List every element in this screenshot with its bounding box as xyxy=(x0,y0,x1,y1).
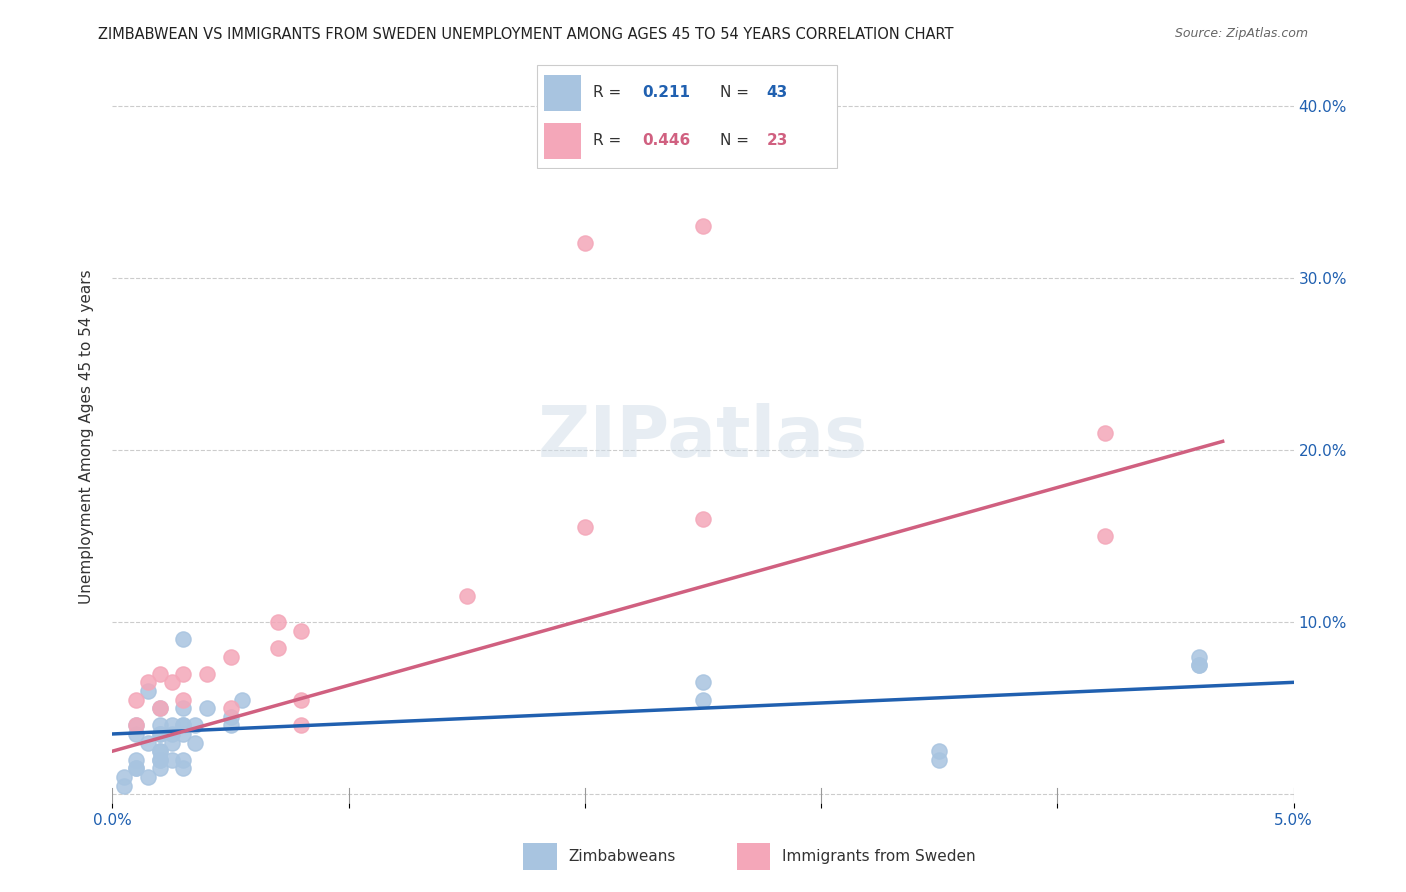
Point xyxy=(136,770,159,784)
Bar xyxy=(737,843,770,870)
Point xyxy=(125,761,148,775)
Point xyxy=(1188,649,1211,664)
Point xyxy=(112,779,135,793)
Point xyxy=(125,753,148,767)
Text: R =: R = xyxy=(593,133,626,148)
Point xyxy=(149,718,172,732)
Point xyxy=(692,512,714,526)
Bar xyxy=(544,75,581,111)
Point xyxy=(136,675,159,690)
Point xyxy=(290,624,312,638)
Point xyxy=(172,692,194,706)
Point xyxy=(1094,425,1116,440)
Point xyxy=(125,718,148,732)
Point xyxy=(195,701,218,715)
Text: 0.211: 0.211 xyxy=(643,85,690,100)
Point xyxy=(267,640,290,655)
Point xyxy=(267,615,290,629)
Point xyxy=(160,735,183,749)
Point xyxy=(160,718,183,732)
Point xyxy=(149,744,172,758)
Text: N =: N = xyxy=(720,133,754,148)
Point xyxy=(219,710,242,724)
Text: ZIMBABWEAN VS IMMIGRANTS FROM SWEDEN UNEMPLOYMENT AMONG AGES 45 TO 54 YEARS CORR: ZIMBABWEAN VS IMMIGRANTS FROM SWEDEN UNE… xyxy=(98,27,953,42)
Point xyxy=(125,692,148,706)
Text: 0.446: 0.446 xyxy=(643,133,690,148)
Point xyxy=(184,735,207,749)
Point xyxy=(160,727,183,741)
Point xyxy=(172,632,194,647)
Text: 23: 23 xyxy=(766,133,787,148)
Text: ZIPatlas: ZIPatlas xyxy=(538,402,868,472)
Point xyxy=(172,753,194,767)
Point xyxy=(125,727,148,741)
Point xyxy=(172,701,194,715)
Point xyxy=(160,753,183,767)
Point xyxy=(149,753,172,767)
Point xyxy=(1094,529,1116,543)
Point xyxy=(195,666,218,681)
Point xyxy=(149,701,172,715)
Point xyxy=(125,718,148,732)
Point xyxy=(928,744,950,758)
Point xyxy=(1188,658,1211,673)
Point xyxy=(456,589,478,603)
Point xyxy=(692,219,714,234)
Point xyxy=(125,761,148,775)
Point xyxy=(149,701,172,715)
Point xyxy=(149,761,172,775)
Point xyxy=(149,666,172,681)
Point xyxy=(172,666,194,681)
Point xyxy=(160,675,183,690)
Point xyxy=(574,520,596,534)
Point xyxy=(172,718,194,732)
Point xyxy=(219,718,242,732)
Text: Immigrants from Sweden: Immigrants from Sweden xyxy=(782,849,976,863)
Bar xyxy=(544,123,581,159)
Point xyxy=(136,684,159,698)
Point xyxy=(290,692,312,706)
Text: R =: R = xyxy=(593,85,626,100)
Point xyxy=(574,236,596,251)
Text: Zimbabweans: Zimbabweans xyxy=(568,849,675,863)
Point xyxy=(149,727,172,741)
Point xyxy=(136,735,159,749)
Point xyxy=(172,761,194,775)
Point xyxy=(1188,658,1211,673)
FancyBboxPatch shape xyxy=(537,64,838,169)
Y-axis label: Unemployment Among Ages 45 to 54 years: Unemployment Among Ages 45 to 54 years xyxy=(79,269,94,605)
Point xyxy=(172,727,194,741)
Point xyxy=(219,701,242,715)
Point xyxy=(149,744,172,758)
Point xyxy=(184,718,207,732)
Bar xyxy=(523,843,557,870)
Text: 43: 43 xyxy=(766,85,787,100)
Point xyxy=(231,692,253,706)
Point xyxy=(149,727,172,741)
Point xyxy=(172,718,194,732)
Text: Source: ZipAtlas.com: Source: ZipAtlas.com xyxy=(1174,27,1308,40)
Point xyxy=(112,770,135,784)
Point xyxy=(692,692,714,706)
Text: N =: N = xyxy=(720,85,754,100)
Point xyxy=(219,649,242,664)
Point xyxy=(692,675,714,690)
Point xyxy=(928,753,950,767)
Point xyxy=(149,753,172,767)
Point xyxy=(290,718,312,732)
